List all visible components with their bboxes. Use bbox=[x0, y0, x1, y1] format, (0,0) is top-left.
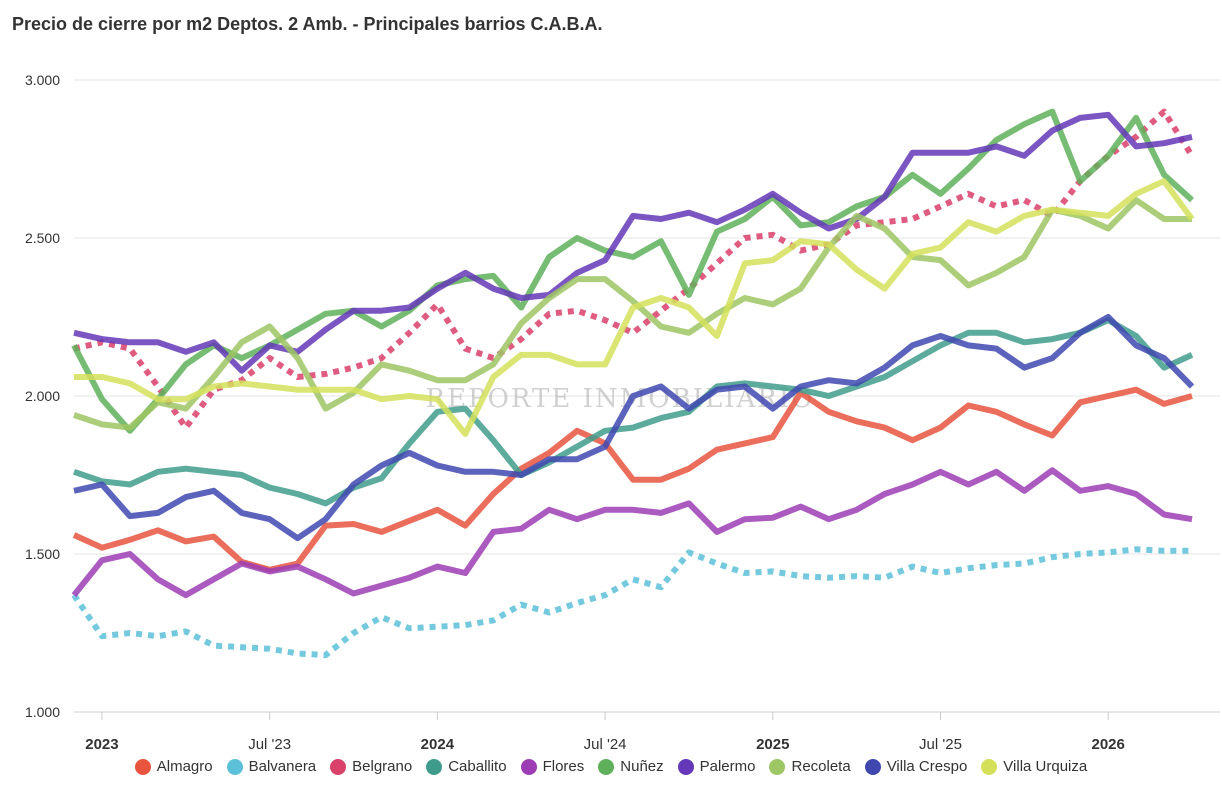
y-tick-label: 1.500 bbox=[25, 546, 60, 562]
chart-title: Precio de cierre por m2 Deptos. 2 Amb. -… bbox=[12, 14, 603, 34]
series-line-recoleta[interactable] bbox=[73, 197, 1192, 431]
legend-swatch bbox=[134, 758, 151, 775]
series-line-caballito[interactable] bbox=[73, 317, 1194, 507]
legend-label: Almagro bbox=[156, 758, 213, 775]
legend-label: Belgrano bbox=[352, 758, 413, 775]
series-line-palermo[interactable] bbox=[73, 111, 1193, 374]
series-line-balvanera[interactable] bbox=[71, 546, 1192, 659]
legend-item-villa-crespo[interactable]: Villa Crespo bbox=[864, 758, 968, 775]
y-tick-label: 1.000 bbox=[25, 704, 60, 720]
legend-swatch bbox=[520, 758, 537, 775]
legend: Almagro Balvanera Belgrano Caballito Flores N… bbox=[0, 758, 1222, 775]
legend-label: Recoleta bbox=[791, 758, 851, 775]
legend-swatch bbox=[598, 758, 615, 775]
legend-label: Villa Crespo bbox=[886, 758, 968, 775]
x-axis: 2023 Jul '23 2024 Jul '24 2025 Jul '25 2026 bbox=[85, 712, 1125, 753]
series-line-belgrano[interactable] bbox=[73, 108, 1195, 431]
legend-label: Balvanera bbox=[248, 758, 317, 775]
legend-label: Nuñez bbox=[620, 758, 664, 775]
legend-item-caballito[interactable]: Caballito bbox=[426, 758, 507, 775]
legend-label: Caballito bbox=[448, 758, 507, 775]
x-tick-label: 2025 bbox=[756, 736, 789, 753]
legend-swatch bbox=[769, 758, 786, 775]
series-line-flores[interactable] bbox=[71, 467, 1193, 599]
series-line-nuñez[interactable] bbox=[71, 108, 1195, 434]
grid-layer bbox=[74, 79, 1220, 713]
legend-label: Palermo bbox=[699, 758, 756, 775]
legend-item-flores[interactable]: Flores bbox=[520, 758, 585, 775]
legend-swatch bbox=[226, 758, 243, 775]
legend-swatch bbox=[677, 758, 694, 775]
legend-item-balvanera[interactable]: Balvanera bbox=[226, 758, 317, 775]
y-tick-label: 2.500 bbox=[25, 230, 60, 246]
series-line-villa-crespo[interactable] bbox=[73, 314, 1195, 542]
x-tick-label: Jul '24 bbox=[584, 736, 627, 753]
legend-swatch bbox=[864, 758, 881, 775]
legend-item-nuñez[interactable]: Nuñez bbox=[598, 758, 664, 775]
y-tick-label: 3.000 bbox=[25, 72, 60, 88]
legend-label: Flores bbox=[542, 758, 585, 775]
legend-label: Villa Urquiza bbox=[1003, 758, 1088, 775]
series-line-villa-urquiza[interactable] bbox=[74, 178, 1195, 437]
legend-item-belgrano[interactable]: Belgrano bbox=[330, 758, 412, 775]
y-axis: 1.000 1.500 2.000 2.500 3.000 bbox=[25, 72, 60, 720]
legend-item-palermo[interactable]: Palermo bbox=[677, 758, 756, 775]
legend-swatch bbox=[981, 758, 998, 775]
series-layer bbox=[71, 108, 1195, 659]
x-tick-label: 2023 bbox=[85, 736, 118, 753]
legend-swatch bbox=[426, 758, 443, 775]
legend-item-almagro[interactable]: Almagro bbox=[134, 758, 213, 775]
x-tick-label: 2024 bbox=[421, 736, 455, 753]
y-tick-label: 2.000 bbox=[25, 388, 60, 404]
legend-item-villa-urquiza[interactable]: Villa Urquiza bbox=[981, 758, 1087, 775]
legend-swatch bbox=[330, 758, 347, 775]
x-tick-label: Jul '23 bbox=[248, 736, 291, 753]
legend-item-recoleta[interactable]: Recoleta bbox=[769, 758, 851, 775]
series-line-almagro[interactable] bbox=[72, 386, 1193, 573]
x-tick-label: Jul '25 bbox=[919, 736, 962, 753]
x-tick-label: 2026 bbox=[1092, 736, 1125, 753]
